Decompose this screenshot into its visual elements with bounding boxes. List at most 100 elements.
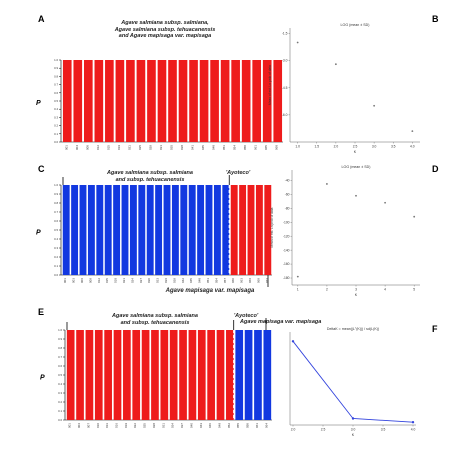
y-tick-label-c: 0.1 xyxy=(54,264,58,268)
x-tick-label-c: 015 xyxy=(105,278,109,283)
bar-a-048-red xyxy=(210,60,219,142)
x-tick-label-e: 013 xyxy=(105,423,109,428)
x-tick-label-b: 3.5 xyxy=(391,145,396,149)
x-tick-label-c: 027 xyxy=(139,278,143,283)
title-e-line-1: Agave salmiana subsp. salmiana xyxy=(112,313,198,319)
x-tick-label-d: 1 xyxy=(297,288,299,292)
y-tick-label-d: -40 xyxy=(285,179,290,183)
x-tick-label-e: 022 xyxy=(133,423,137,428)
x-tick-label-a: 001 xyxy=(64,145,68,150)
bar-c-048-blue xyxy=(197,185,205,275)
x-tick-label-e: 040 xyxy=(189,423,193,428)
x-tick-label-c: 066 xyxy=(248,278,252,283)
panel-label-b: B xyxy=(432,14,439,24)
bar-e-028-red xyxy=(151,330,159,420)
x-tick-label-e: 034 xyxy=(171,423,175,428)
bar-a-031-red xyxy=(157,60,167,142)
x-tick-label-e: 016 xyxy=(115,423,119,428)
bar-c-057-blue xyxy=(222,185,230,275)
bar-c-060-red xyxy=(230,185,238,275)
y-tick-label-b: -6.0 xyxy=(282,113,288,117)
title-a: Agave salmiana subsp. salmiana, Agave sa… xyxy=(75,20,255,40)
x-tick-label-b: 1.0 xyxy=(295,145,300,149)
x-tick-label-c: 048 xyxy=(198,278,202,283)
y-axis-label-d: Mean of est. Ln prob of data xyxy=(270,207,274,247)
bar-e-040-red xyxy=(188,330,197,420)
x-tick-label-a: 012 xyxy=(96,145,100,150)
y-tick-label-d: -140 xyxy=(283,248,290,252)
point-d-2 xyxy=(326,183,328,185)
bar-c-036-blue xyxy=(163,185,171,275)
x-tick-label-a: 029 xyxy=(148,145,152,150)
bar-c-018-blue xyxy=(113,185,121,275)
bar-e-064-blue xyxy=(263,330,272,420)
x-tick-label-e: 019 xyxy=(124,423,128,428)
x-tick-label-c: 063 xyxy=(240,278,244,283)
x-tick-label-d: 4 xyxy=(384,288,386,292)
panel-label-c: C xyxy=(38,164,45,174)
point-b-1 xyxy=(296,41,299,44)
x-tick-label-c: 072 xyxy=(265,278,269,283)
series-line-f xyxy=(292,341,414,423)
bar-a-012-red xyxy=(94,60,104,142)
bar-e-016-red xyxy=(113,330,122,420)
y-tick-label-c: 0.9 xyxy=(54,192,58,196)
bar-e-010-red xyxy=(94,330,103,420)
y-tick-label-c: 0.3 xyxy=(54,246,58,250)
x-tick-label-c: 006 xyxy=(80,278,84,283)
x-tick-label-e: 049 xyxy=(218,423,222,428)
x-tick-label-a: 019 xyxy=(117,145,121,150)
bar-e-058-blue xyxy=(244,330,253,420)
bar-a-058-red xyxy=(241,60,251,142)
x-tick-label-e: 031 xyxy=(161,423,165,428)
y-axis-label-a: P xyxy=(36,100,41,107)
x-tick-label-a: 035 xyxy=(170,145,174,150)
bar-e-034-red xyxy=(169,330,178,420)
bar-a-035-red xyxy=(168,60,177,142)
bar-c-051-blue xyxy=(205,185,213,275)
x-tick-label-c: 030 xyxy=(147,278,151,283)
chart-title-d: LOG (mean ± SD) xyxy=(342,165,371,169)
x-axis-label-b: K xyxy=(354,150,357,154)
bar-c-021-blue xyxy=(121,185,129,275)
x-tick-label-c: 021 xyxy=(122,278,126,283)
x-tick-label-a: 058 xyxy=(243,145,247,150)
x-tick-label-c: 051 xyxy=(206,278,210,283)
y-tick-label-e: 0.2 xyxy=(58,400,62,404)
bar-a-041-red xyxy=(189,60,198,142)
bar-c-015-blue xyxy=(104,185,112,275)
y-tick-label-a: 0.4 xyxy=(54,107,58,111)
x-tick-label-b: 3.0 xyxy=(372,145,377,149)
x-tick-label-c: 001 xyxy=(63,278,67,283)
y-tick-label-c: 0.5 xyxy=(54,228,58,232)
title-c-line-1: Agave salmiana subsp. salmiana xyxy=(107,170,193,176)
bar-e-025-red xyxy=(141,330,150,420)
bar-a-008-red xyxy=(83,60,93,142)
x-tick-label-e: 058 xyxy=(246,423,250,428)
bar-e-049-red xyxy=(216,330,225,420)
y-tick-label-d: -120 xyxy=(283,234,290,238)
y-axis-label-b: Mean of est. Ln prob of data xyxy=(268,65,272,105)
title-c-mapisaga: Agave mapisaga var. mapisaga xyxy=(165,288,255,294)
point-d-1 xyxy=(296,275,299,278)
x-tick-label-c: 012 xyxy=(97,278,101,283)
bar-e-022-red xyxy=(132,330,141,420)
point-d-5 xyxy=(413,215,416,218)
title-e-ayoteco: 'Ayoteco' xyxy=(233,313,259,319)
title-e: Agave salmiana subsp. salmiana and subsp… xyxy=(80,313,230,326)
x-tick-label-e: 061 xyxy=(255,423,259,428)
x-tick-label-b: 2.5 xyxy=(353,145,358,149)
x-tick-label-c: 042 xyxy=(181,278,185,283)
bar-a-068-red xyxy=(273,60,283,142)
x-tick-label-e: 064 xyxy=(264,423,268,428)
title-e-line-2: and subsp. tehuacanensis xyxy=(120,319,190,326)
y-tick-label-c: 0.8 xyxy=(54,201,58,205)
point-f-1 xyxy=(291,340,295,343)
point-f-2 xyxy=(351,417,355,420)
bar-c-024-blue xyxy=(129,185,137,275)
y-tick-label-e: 0.7 xyxy=(58,355,62,359)
y-tick-label-a: 1.0 xyxy=(54,58,58,62)
bar-c-063-red xyxy=(239,185,247,275)
panel-label-d: D xyxy=(432,164,439,174)
bar-e-046-red xyxy=(207,330,215,420)
